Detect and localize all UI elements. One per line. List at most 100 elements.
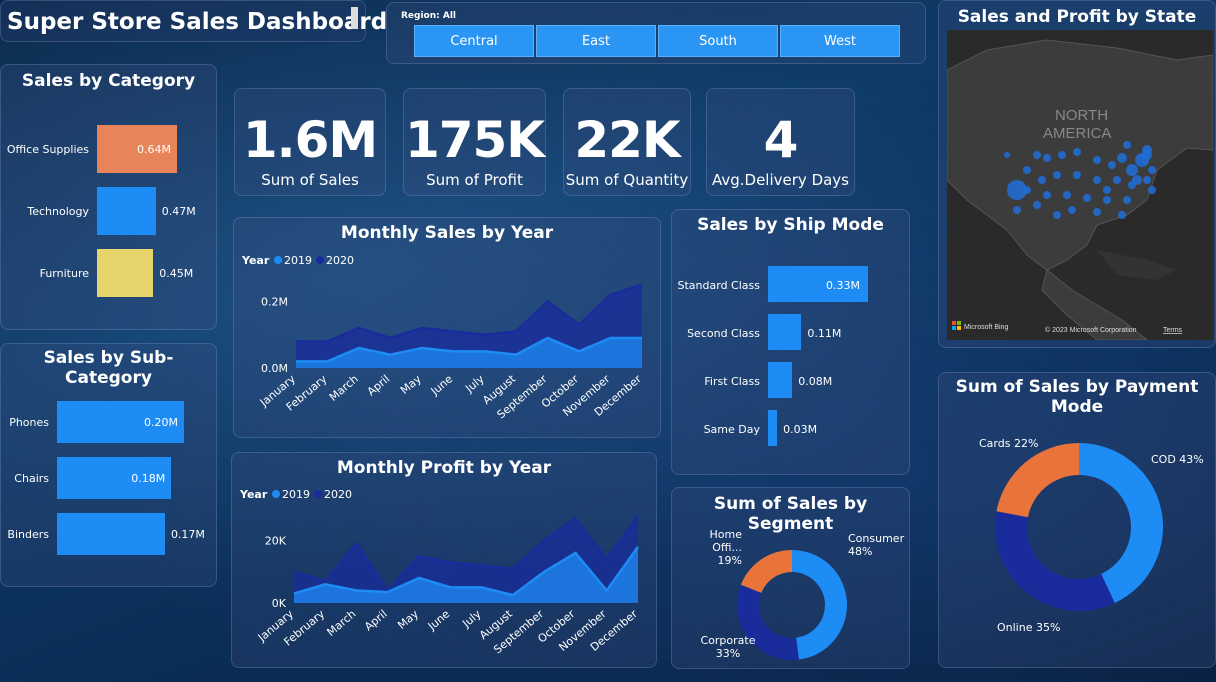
category-bar-label: Technology (27, 205, 89, 218)
kpi-delivery-value: 4 (763, 111, 799, 169)
segment-label-consumer-pct: 48% (848, 545, 873, 558)
map-state-dot[interactable] (1093, 208, 1101, 216)
map-state-dot[interactable] (1007, 180, 1027, 200)
monthly-profit-title: Monthly Profit by Year (336, 458, 552, 478)
region-button-west[interactable]: West (780, 25, 900, 57)
sales-by-segment-panel[interactable]: Sum of Sales by Segment Consumer 48% Home… (671, 487, 910, 669)
map-state-dot[interactable] (1023, 186, 1031, 194)
dashboard-title-box: Super Store Sales Dashboard (0, 0, 387, 42)
map-state-dot[interactable] (1093, 156, 1101, 164)
sales-by-subcategory-title: Sales by Sub-Category (43, 348, 174, 388)
map-state-dot[interactable] (1023, 166, 1031, 174)
x-tick-label: July (459, 607, 484, 631)
sales-by-payment-panel[interactable]: Sum of Sales by Payment Mode COD 43% Car… (938, 372, 1216, 668)
map-state-dot[interactable] (1142, 150, 1152, 160)
shipmode-bar-label: Same Day (703, 423, 760, 436)
legend-label: 2019 (282, 488, 310, 501)
sales-profit-map-title: Sales and Profit by State (957, 7, 1197, 27)
donut-slice (740, 550, 792, 593)
monthly-profit-panel[interactable]: Monthly Profit by Year Year 2019 2020 20K 0K… (231, 452, 657, 668)
map-state-dot[interactable] (1148, 166, 1156, 174)
map-state-dot[interactable] (1013, 206, 1021, 214)
map-state-dot[interactable] (1108, 161, 1116, 169)
subcategory-bar-value: 0.17M (170, 528, 205, 541)
map-state-dot[interactable] (1123, 196, 1131, 204)
map-state-dot[interactable] (1126, 164, 1138, 176)
map-state-dot[interactable] (1093, 176, 1101, 184)
line-series-2020 (296, 283, 643, 343)
map-state-dot[interactable] (1058, 151, 1066, 159)
donut-slice (1079, 443, 1163, 604)
map-state-dot[interactable] (1038, 176, 1046, 184)
kpi-card-sales[interactable]: 1.6M Sum of Sales (234, 88, 386, 196)
y-tick-label: 0K (272, 597, 287, 610)
map-state-dot[interactable] (1073, 148, 1081, 156)
region-slicer: Region: All Central East South West (386, 2, 926, 64)
map-state-dot[interactable] (1053, 171, 1061, 179)
subcategory-bar-label: Binders (7, 528, 49, 541)
map-state-dot[interactable] (1073, 171, 1081, 179)
bing-logo-icon-b (957, 321, 961, 325)
category-bar-value: 0.45M (159, 267, 194, 280)
kpi-card-delivery[interactable]: 4 Avg.Delivery Days (706, 88, 855, 196)
shipmode-bar-label: First Class (704, 375, 760, 388)
category-bar-value: 0.47M (161, 205, 196, 218)
kpi-delivery-label: Avg.Delivery Days (711, 171, 849, 189)
legend-label: 2020 (326, 254, 354, 267)
segment-label-homeoffice-pct: 19% (717, 554, 742, 567)
region-button-south[interactable]: South (658, 25, 778, 57)
map-state-dot[interactable] (1128, 181, 1136, 189)
x-tick-label: May (395, 607, 421, 632)
map-state-dot[interactable] (1004, 152, 1010, 158)
map-state-dot[interactable] (1063, 191, 1071, 199)
map-state-dot[interactable] (1117, 153, 1127, 163)
sales-by-shipmode-panel[interactable]: Sales by Ship Mode Standard Class 0.33M Se… (671, 209, 910, 475)
map-state-dot[interactable] (1148, 186, 1156, 194)
map-state-dot[interactable] (1053, 211, 1061, 219)
map-state-dot[interactable] (1068, 206, 1076, 214)
sales-by-category-panel[interactable]: Sales by Category Office Supplies 0.64M Te… (0, 64, 217, 330)
map-state-dot[interactable] (1123, 141, 1131, 149)
x-tick-label: May (398, 372, 424, 397)
donut-slice (995, 511, 1115, 611)
x-tick-label: July (462, 372, 487, 396)
shipmode-bar (768, 410, 778, 446)
map-state-dot[interactable] (1083, 194, 1091, 202)
region-button-east[interactable]: East (536, 25, 656, 57)
x-tick-label: March (324, 607, 358, 639)
kpi-card-profit[interactable]: 175K Sum of Profit (403, 88, 546, 196)
dashboard-title: Super Store Sales Dashboard (7, 9, 388, 35)
map-state-dot[interactable] (1033, 151, 1041, 159)
bing-logo-icon-d (957, 326, 961, 330)
monthly-sales-panel[interactable]: Monthly Sales by Year Year 2019 2020 0.2M 0.… (233, 217, 661, 438)
state-map[interactable]: NORTH AMERICA Microsoft Bing © 2023 Micr… (947, 30, 1213, 340)
region-slicer-label: Region: All (401, 11, 457, 21)
map-state-dot[interactable] (1043, 191, 1051, 199)
x-tick-label: April (362, 607, 390, 633)
kpi-card-quantity[interactable]: 22K Sum of Quantity (563, 88, 691, 196)
map-graphic: NORTH AMERICA Microsoft Bing © 2023 Micr… (947, 39, 1213, 340)
region-button-central[interactable]: Central (414, 25, 534, 57)
map-state-dot[interactable] (1113, 176, 1121, 184)
shipmode-bar-value: 0.03M (783, 423, 818, 436)
segment-donut-chart (737, 550, 847, 660)
shipmode-bar (768, 362, 793, 398)
donut-slice (737, 584, 799, 660)
map-terms-link[interactable]: Terms (1163, 327, 1183, 334)
legend-label: 2019 (284, 254, 312, 267)
kpi-profit-label: Sum of Profit (426, 171, 523, 189)
map-state-dot[interactable] (1143, 176, 1151, 184)
sales-by-subcategory-panel[interactable]: Sales by Sub-Category Phones 0.20M Chairs 0… (0, 343, 217, 587)
map-state-dot[interactable] (1043, 154, 1051, 162)
map-state-dot[interactable] (1033, 201, 1041, 209)
sales-by-shipmode-title: Sales by Ship Mode (697, 215, 884, 235)
segment-label-corporate-name: Corporate (700, 634, 756, 647)
map-state-dot[interactable] (1118, 211, 1126, 219)
central-america-shape (1041, 269, 1148, 340)
monthly-sales-chart: Year 2019 20200.2M0.0MJanuaryFebruaryMarch… (241, 254, 644, 421)
map-state-dot[interactable] (1103, 196, 1111, 204)
title-accent-bar (351, 7, 358, 29)
map-state-dot[interactable] (1103, 186, 1111, 194)
subcategory-bar (57, 513, 165, 555)
